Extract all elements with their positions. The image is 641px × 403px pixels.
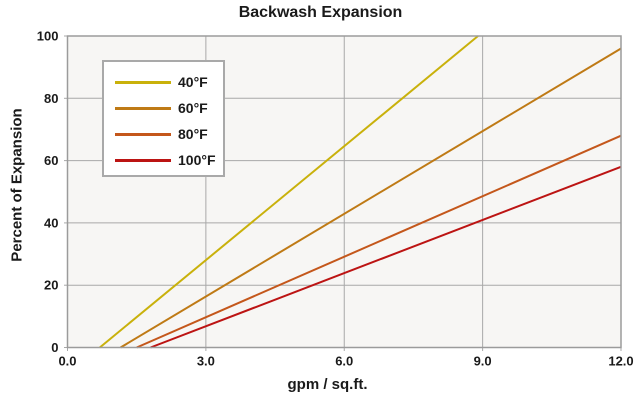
y-axis-label: Percent of Expansion	[8, 108, 26, 262]
legend-item-40F: 40°F	[115, 69, 223, 95]
legend-label: 80°F	[178, 126, 208, 142]
x-tick-label-9.0: 9.0	[474, 354, 492, 369]
legend-label: 60°F	[178, 100, 208, 116]
plot-border	[66, 35, 622, 349]
legend: 40°F 60°F 80°F 100°F	[102, 60, 225, 177]
y-tick-label-0: 0	[51, 340, 58, 355]
series-line-60F	[120, 47, 622, 349]
y-tick-label-100: 100	[37, 29, 59, 44]
y-tick-label-60: 60	[44, 153, 58, 168]
x-tick-label-0.0: 0.0	[58, 354, 76, 369]
x-tick-label-3.0: 3.0	[197, 354, 215, 369]
series-line-80F	[136, 134, 622, 349]
series-line-40F	[99, 35, 479, 349]
legend-line-swatch	[115, 106, 171, 110]
legend-label: 100°F	[178, 152, 216, 168]
legend-label: 40°F	[178, 74, 208, 90]
legend-item-60F: 60°F	[115, 95, 223, 121]
x-axis-label: gpm / sq.ft.	[287, 376, 368, 393]
chart-title: Backwash Expansion	[238, 4, 403, 21]
y-tick-label-40: 40	[44, 215, 58, 230]
legend-item-100F: 100°F	[115, 147, 223, 173]
legend-item-80F: 80°F	[115, 121, 223, 147]
legend-line-swatch	[115, 80, 171, 84]
legend-line-swatch	[115, 158, 171, 162]
y-tick-label-80: 80	[44, 91, 58, 106]
y-tick-label-20: 20	[44, 278, 58, 293]
x-tick-label-6.0: 6.0	[335, 354, 353, 369]
legend-line-swatch	[115, 132, 171, 136]
x-tick-label-12.0: 12.0	[608, 354, 633, 369]
series-line-100F	[150, 165, 622, 349]
